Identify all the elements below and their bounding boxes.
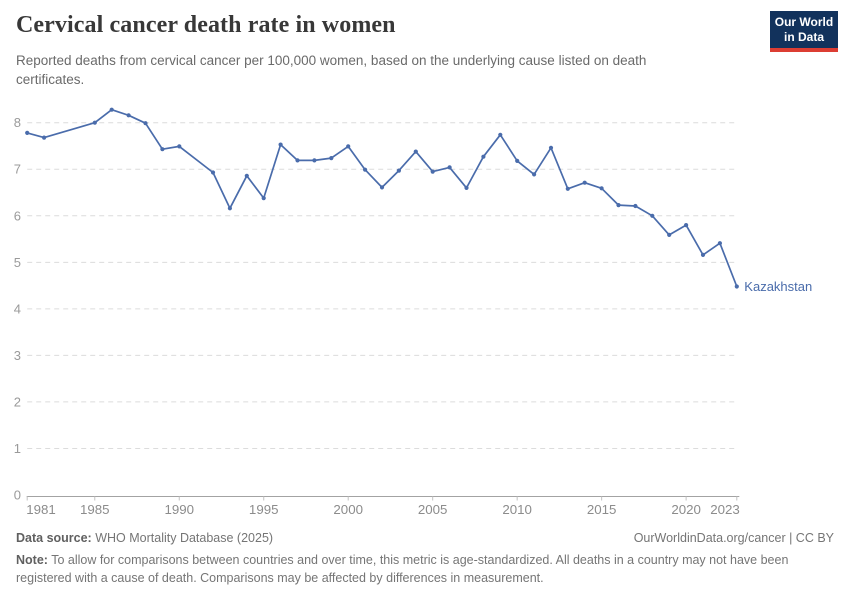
x-axis-label: 1981 — [26, 502, 56, 517]
y-axis-label: 5 — [14, 255, 21, 270]
data-point[interactable] — [447, 165, 452, 170]
x-axis-label: 2023 — [710, 502, 740, 517]
x-axis-label: 2020 — [671, 502, 701, 517]
y-axis-label: 3 — [14, 348, 21, 363]
data-point[interactable] — [160, 147, 165, 152]
data-point[interactable] — [312, 158, 317, 163]
y-axis-label: 0 — [14, 488, 21, 503]
note-value: To allow for comparisons between countri… — [16, 553, 789, 586]
data-point[interactable] — [126, 113, 131, 118]
data-point[interactable] — [227, 206, 232, 211]
data-point[interactable] — [25, 130, 30, 135]
series-label-kazakhstan[interactable]: Kazakhstan — [744, 279, 812, 294]
data-point[interactable] — [261, 196, 266, 201]
chart-note: Note: To allow for comparisons between c… — [16, 551, 834, 587]
data-point[interactable] — [582, 180, 587, 185]
note-label: Note: — [16, 553, 48, 567]
data-point[interactable] — [464, 185, 469, 190]
x-axis-label: 2000 — [333, 502, 363, 517]
data-point[interactable] — [532, 172, 537, 177]
y-axis-label: 2 — [14, 394, 21, 409]
page-title: Cervical cancer death rate in women — [16, 12, 396, 38]
data-point[interactable] — [109, 107, 114, 112]
data-point[interactable] — [515, 158, 520, 163]
data-point[interactable] — [92, 120, 97, 125]
chart-footer: Data source: WHO Mortality Database (202… — [16, 531, 834, 587]
data-point[interactable] — [177, 144, 182, 149]
data-point[interactable] — [143, 121, 148, 126]
owid-logo-line1: Our World — [774, 15, 834, 30]
chart-subtitle: Reported deaths from cervical cancer per… — [16, 53, 647, 87]
data-point[interactable] — [717, 241, 723, 246]
y-axis-label: 6 — [14, 208, 21, 223]
y-axis-label: 7 — [14, 162, 21, 177]
x-axis-label: 1985 — [80, 502, 110, 517]
data-point[interactable] — [210, 170, 216, 175]
x-axis-label: 2010 — [502, 502, 532, 517]
y-axis-label: 4 — [14, 301, 21, 316]
data-point[interactable] — [244, 173, 249, 178]
data-source-value[interactable]: WHO Mortality Database (2025) — [95, 531, 274, 545]
data-point[interactable] — [346, 144, 351, 149]
data-point[interactable] — [42, 135, 47, 140]
data-point[interactable] — [548, 145, 554, 150]
kazakhstan-line[interactable] — [26, 108, 738, 288]
data-point[interactable] — [734, 284, 739, 289]
owid-logo-line2: in Data — [783, 29, 824, 44]
x-axis-label: 1995 — [249, 502, 279, 517]
x-axis-label: 2015 — [587, 502, 617, 517]
data-point[interactable] — [565, 186, 570, 191]
x-axis-label: 2005 — [418, 502, 448, 517]
y-axis-label: 1 — [14, 441, 21, 456]
y-axis-label: 8 — [14, 115, 21, 130]
data-point[interactable] — [633, 203, 638, 209]
data-source: Data source: WHO Mortality Database (202… — [16, 531, 273, 545]
data-point[interactable] — [481, 154, 486, 159]
license-link[interactable]: OurWorldinData.org/cancer | CC BY — [633, 531, 834, 545]
data-point[interactable] — [278, 142, 283, 147]
data-point[interactable] — [363, 167, 368, 172]
owid-logo[interactable]: Our World in Data — [770, 11, 838, 52]
data-point[interactable] — [700, 252, 706, 257]
data-source-label: Data source: — [16, 531, 92, 545]
data-point[interactable] — [295, 158, 300, 163]
data-point[interactable] — [379, 185, 385, 190]
data-point[interactable] — [498, 132, 503, 137]
data-point[interactable] — [413, 149, 418, 154]
data-point[interactable] — [396, 168, 401, 173]
data-point[interactable] — [599, 186, 604, 191]
data-point[interactable] — [616, 203, 621, 208]
data-point[interactable] — [430, 169, 435, 174]
data-point[interactable] — [329, 156, 334, 161]
data-point[interactable] — [667, 232, 672, 237]
data-point[interactable] — [684, 223, 689, 228]
data-point[interactable] — [650, 213, 655, 218]
x-axis-label: 1990 — [164, 502, 194, 517]
